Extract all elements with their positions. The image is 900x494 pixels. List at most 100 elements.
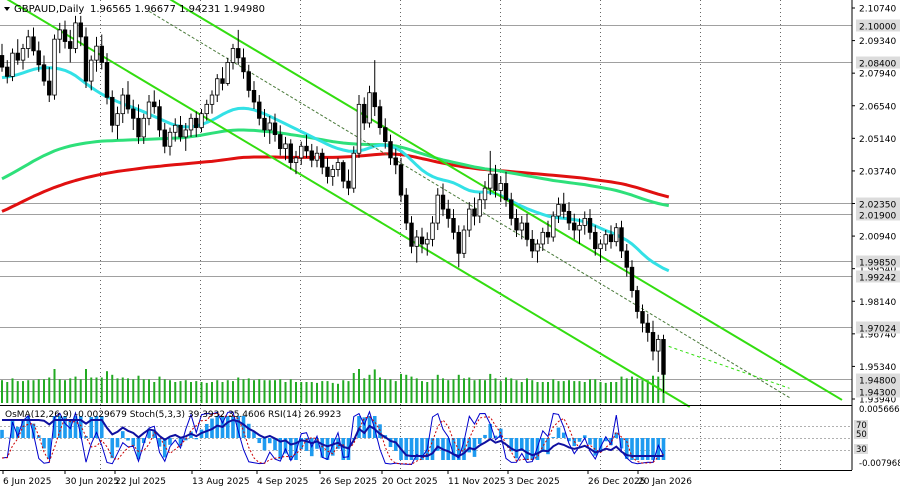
osma-bar xyxy=(42,438,46,449)
osma-bar xyxy=(509,438,514,452)
candle-body xyxy=(456,231,461,254)
osma-bar xyxy=(414,438,419,460)
volume-bar xyxy=(279,379,282,403)
candle-body xyxy=(419,236,425,245)
candle-body xyxy=(136,117,141,138)
time-tick-label: 6 Jun 2025 xyxy=(3,477,51,487)
candle-body xyxy=(94,45,99,61)
chart-header: GBPAUD,Daily 1.96565 1.96677 1.94231 1.9… xyxy=(4,4,265,15)
candle-body xyxy=(488,173,493,189)
osma-bar xyxy=(372,416,377,438)
volume-bar xyxy=(536,382,539,403)
volume-bar xyxy=(436,374,439,403)
volume-bar xyxy=(158,376,161,403)
osma-bar xyxy=(619,438,624,449)
osma-bar xyxy=(341,438,346,460)
price-tick-label: 1.93940 xyxy=(859,396,896,406)
volume-bar xyxy=(494,378,497,403)
osma-bar xyxy=(504,438,508,440)
candle-body xyxy=(267,122,272,131)
osma-bar xyxy=(661,438,666,460)
osma-bar xyxy=(493,435,498,438)
volume-bar xyxy=(263,380,266,403)
volume-bar xyxy=(326,381,329,403)
osma-bar xyxy=(315,438,319,449)
volume-bar xyxy=(184,380,187,403)
candle-body xyxy=(582,217,587,226)
volume-bar xyxy=(615,382,618,403)
volume-bar xyxy=(74,376,77,403)
osma-bar xyxy=(252,431,256,438)
candle-body xyxy=(246,71,251,91)
candle-body xyxy=(204,103,209,115)
candle-body xyxy=(356,103,362,154)
indicator-tick-label: 50 xyxy=(856,430,867,440)
volume-bar xyxy=(358,369,360,403)
osma-bar xyxy=(194,438,199,440)
time-tick-label: 22 Jul 2025 xyxy=(115,477,166,487)
candle-body xyxy=(188,117,194,131)
volume-bar xyxy=(526,378,528,403)
volume-bar xyxy=(321,381,324,403)
indicator-tick-label: -0.007968 xyxy=(859,459,900,469)
price-axis-area xyxy=(852,0,900,494)
candle-body xyxy=(435,194,440,224)
candle-body xyxy=(472,208,477,217)
price-tick-label: 1.99540 xyxy=(859,265,896,275)
candle-body xyxy=(99,45,104,63)
volume-bar xyxy=(400,373,402,403)
osma-bar xyxy=(63,416,67,438)
volume-bar xyxy=(452,379,455,403)
osma-bar xyxy=(15,426,20,438)
candle-body xyxy=(467,208,472,231)
osma-bar xyxy=(603,438,608,442)
volume-bar xyxy=(531,380,534,403)
time-tick-label: 20 Jan 2026 xyxy=(638,477,692,487)
osma-bar xyxy=(530,438,535,460)
osma-bar xyxy=(110,438,115,459)
candle-body xyxy=(650,332,656,352)
candle-body xyxy=(598,243,603,250)
candle-body xyxy=(157,106,162,131)
osma-bar xyxy=(651,438,655,460)
volume-bar xyxy=(64,380,66,403)
osma-bar xyxy=(546,438,550,455)
candle-body xyxy=(509,199,514,219)
candle-body xyxy=(283,143,288,149)
volume-bar xyxy=(174,382,177,403)
candle-body xyxy=(62,29,68,42)
price-tick-label: 1.95340 xyxy=(859,363,896,373)
osma-bar xyxy=(540,438,545,452)
candle-body xyxy=(367,92,372,124)
indicator-label: OsMA(12,26,9) -0.0029679 Stoch(5,3,3) 39… xyxy=(5,410,341,420)
symbol-dropdown-icon[interactable] xyxy=(4,7,10,11)
osma-bar xyxy=(126,438,130,441)
candle-body xyxy=(225,62,230,84)
candle-body xyxy=(561,204,566,212)
osma-bar xyxy=(561,432,566,438)
osma-bar xyxy=(157,438,162,447)
candle-body xyxy=(152,101,157,108)
volume-bar xyxy=(195,381,198,403)
candle-body xyxy=(346,180,351,189)
osma-bar xyxy=(147,428,151,438)
osma-bar xyxy=(52,416,57,438)
volume-bar xyxy=(415,378,418,403)
indicator-tick-label: 30 xyxy=(856,445,867,455)
volume-bar xyxy=(363,378,366,403)
osma-bar xyxy=(136,438,141,460)
osma-bar xyxy=(131,438,136,447)
volume-bar xyxy=(468,377,471,403)
volume-bar xyxy=(116,378,119,403)
candle-body xyxy=(309,150,314,161)
candle-body xyxy=(215,78,220,96)
time-tick-label: 3 Dec 2025 xyxy=(508,477,560,487)
osma-bar xyxy=(162,438,167,458)
volume-bar xyxy=(106,371,108,403)
candle-body xyxy=(383,127,388,142)
time-tick-label: 20 Oct 2025 xyxy=(382,477,438,487)
candle-body xyxy=(199,113,204,129)
osma-bar xyxy=(451,438,456,460)
volume-bar xyxy=(547,382,549,403)
candle-body xyxy=(330,169,335,177)
